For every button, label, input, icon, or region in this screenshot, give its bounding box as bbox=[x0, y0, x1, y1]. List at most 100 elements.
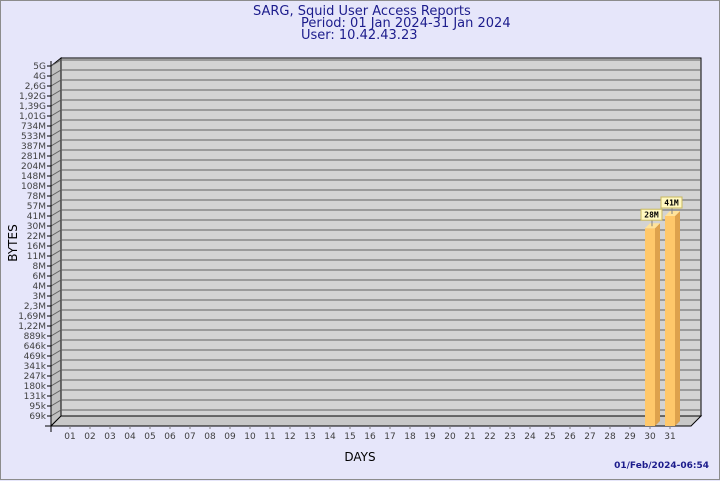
y-tick-label: 469k bbox=[24, 352, 47, 362]
gridline-wall bbox=[50, 119, 62, 127]
gridline-wall bbox=[50, 79, 62, 87]
gridline-wall bbox=[50, 279, 62, 287]
y-tick-label: 5G bbox=[33, 62, 46, 72]
x-tick-label: 10 bbox=[244, 432, 256, 442]
x-tick-label: 11 bbox=[264, 432, 275, 442]
gridline-wall bbox=[50, 389, 62, 397]
y-tick-label: 6M bbox=[33, 272, 47, 282]
gridline-wall bbox=[50, 329, 62, 337]
y-tick-label: 8M bbox=[33, 262, 47, 272]
y-tick-label: 734M bbox=[21, 122, 46, 132]
x-tick-label: 18 bbox=[404, 432, 416, 442]
y-axis-label: BYTES bbox=[6, 224, 20, 261]
plot-floor bbox=[49, 415, 703, 427]
x-tick-label: 24 bbox=[524, 432, 536, 442]
gridline-wall bbox=[50, 259, 62, 267]
plot-back-panel bbox=[60, 57, 702, 417]
y-tick-label: 78M bbox=[27, 192, 46, 202]
gridline-wall bbox=[50, 149, 62, 157]
gridline-wall bbox=[50, 199, 62, 207]
y-tick-label: 4M bbox=[33, 282, 47, 292]
x-tick-label: 03 bbox=[104, 432, 115, 442]
gridline-wall bbox=[50, 159, 62, 167]
gridline-wall bbox=[50, 409, 62, 417]
data-label-box bbox=[640, 208, 663, 221]
x-tick-label: 09 bbox=[224, 432, 236, 442]
y-tick-label: 533M bbox=[21, 132, 46, 142]
x-tick-label: 25 bbox=[544, 432, 555, 442]
gridline-wall bbox=[50, 139, 62, 147]
gridline-wall bbox=[50, 109, 62, 117]
y-tick-label: 2,3M bbox=[24, 302, 46, 312]
y-tick-label: 180k bbox=[24, 382, 47, 392]
y-tick-label: 387M bbox=[21, 142, 46, 152]
x-tick-label: 13 bbox=[304, 432, 315, 442]
gridline-wall bbox=[50, 229, 62, 237]
data-label-box bbox=[660, 196, 683, 209]
bar-front-31 bbox=[665, 216, 675, 426]
y-tick-label: 1,92G bbox=[19, 92, 46, 102]
gridline-wall bbox=[50, 239, 62, 247]
x-tick-label: 28 bbox=[604, 432, 616, 442]
y-tick-label: 2,6G bbox=[25, 82, 46, 92]
gridline-wall bbox=[50, 379, 62, 387]
y-tick-label: 1,01G bbox=[19, 112, 46, 122]
gridline-wall bbox=[50, 89, 62, 97]
y-tick-label: 1,69M bbox=[18, 312, 46, 322]
x-tick-label: 05 bbox=[144, 432, 155, 442]
chart-user: User: 10.42.43.23 bbox=[301, 28, 418, 43]
gridline-wall bbox=[50, 129, 62, 137]
gridline-wall bbox=[50, 359, 62, 367]
chart-period: Period: 01 Jan 2024-31 Jan 2024 bbox=[301, 16, 511, 31]
y-tick-label: 3M bbox=[33, 292, 47, 302]
gridline-wall bbox=[50, 309, 62, 317]
x-tick-label: 29 bbox=[624, 432, 636, 442]
x-tick-label: 04 bbox=[124, 432, 136, 442]
bar-front-30 bbox=[645, 228, 655, 426]
y-tick-label: 108M bbox=[21, 182, 46, 192]
x-tick-label: 12 bbox=[284, 432, 295, 442]
gridline-wall bbox=[50, 189, 62, 197]
x-tick-label: 30 bbox=[644, 432, 656, 442]
x-tick-label: 20 bbox=[444, 432, 456, 442]
y-tick-label: 281M bbox=[21, 152, 46, 162]
gridline-wall bbox=[50, 369, 62, 377]
y-tick-label: 204M bbox=[21, 162, 46, 172]
gridline-wall bbox=[50, 169, 62, 177]
bar-side-30 bbox=[655, 223, 660, 426]
x-tick-label: 16 bbox=[364, 432, 376, 442]
x-tick-label: 02 bbox=[84, 432, 95, 442]
y-tick-label: 131k bbox=[24, 392, 47, 402]
y-tick-label: 247k bbox=[24, 372, 47, 382]
gridline-wall bbox=[50, 59, 62, 67]
x-tick-label: 26 bbox=[564, 432, 576, 442]
gridline-wall bbox=[50, 219, 62, 227]
gridline-wall bbox=[50, 209, 62, 217]
y-tick-label: 30M bbox=[27, 222, 46, 232]
gridline-wall bbox=[50, 69, 62, 77]
x-tick-label: 21 bbox=[464, 432, 475, 442]
x-tick-label: 07 bbox=[184, 432, 195, 442]
gridline-wall bbox=[50, 339, 62, 347]
y-tick-label: 646k bbox=[24, 342, 47, 352]
gridline-wall bbox=[50, 179, 62, 187]
gridline-wall bbox=[50, 299, 62, 307]
gridline-wall bbox=[50, 269, 62, 277]
x-tick-label: 23 bbox=[504, 432, 515, 442]
x-tick-label: 22 bbox=[484, 432, 495, 442]
x-tick-label: 01 bbox=[64, 432, 75, 442]
y-tick-label: 4G bbox=[33, 72, 46, 82]
x-tick-label: 27 bbox=[584, 432, 595, 442]
data-label: 41M bbox=[664, 199, 679, 208]
x-tick-label: 06 bbox=[164, 432, 176, 442]
y-tick-label: 16M bbox=[27, 242, 46, 252]
bar-side-31 bbox=[675, 211, 680, 426]
gridline-wall bbox=[50, 399, 62, 407]
y-tick-label: 57M bbox=[27, 202, 46, 212]
x-axis-label: DAYS bbox=[344, 450, 375, 464]
y-tick-label: 95k bbox=[29, 402, 46, 412]
x-tick-label: 19 bbox=[424, 432, 436, 442]
data-label: 28M bbox=[644, 211, 659, 220]
